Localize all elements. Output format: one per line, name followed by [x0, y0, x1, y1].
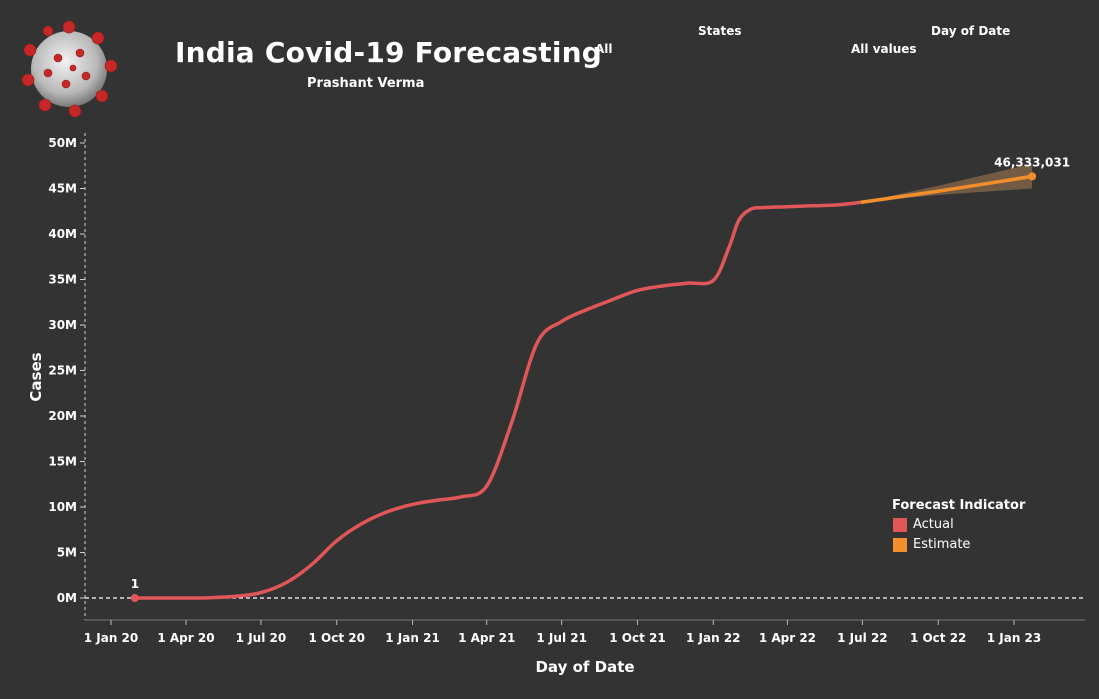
legend-swatch-estimate	[893, 537, 907, 552]
date-filter-dropdown[interactable]: All values	[851, 42, 917, 56]
y-tick-label: 50M	[48, 136, 77, 150]
page-title: India Covid-19 Forecasting	[175, 36, 602, 69]
legend-item-estimate[interactable]: Estimate	[893, 537, 970, 552]
y-tick-label: 30M	[48, 318, 77, 332]
x-tick-label: 1 Jan 20	[84, 631, 139, 645]
annotation-point[interactable]	[130, 594, 139, 602]
x-tick-label: 1 Jul 22	[837, 631, 888, 645]
coronavirus-logo-icon	[21, 20, 118, 118]
y-tick-label: 10M	[48, 500, 77, 514]
x-tick-label: 1 Oct 22	[910, 631, 966, 645]
y-tick-label: 15M	[48, 455, 77, 469]
legend-swatch-actual	[893, 517, 907, 532]
legend-title: Forecast Indicator	[892, 498, 1026, 513]
estimate-series-line	[860, 174, 1034, 204]
y-tick-label: 35M	[48, 273, 77, 287]
y-tick-label: 20M	[48, 409, 77, 423]
states-filter-dropdown[interactable]: All	[595, 42, 613, 56]
y-tick-label: 45M	[48, 182, 77, 196]
y-tick-label: 25M	[48, 364, 77, 378]
x-tick-label: 1 Oct 20	[309, 631, 365, 645]
x-tick-label: 1 Jan 22	[686, 631, 741, 645]
actual-series-line	[133, 200, 865, 600]
x-tick-label: 1 Apr 21	[458, 631, 515, 645]
y-tick-label: 40M	[48, 227, 77, 241]
legend-item-actual[interactable]: Actual	[893, 517, 954, 532]
x-tick-label: 1 Apr 22	[759, 631, 816, 645]
y-tick-label: 0M	[57, 591, 77, 605]
annotation-label: 46,333,031	[994, 155, 1070, 169]
author-subtitle: Prashant Verma	[307, 76, 425, 91]
x-tick-label: 1 Apr 20	[157, 631, 214, 645]
x-tick-label: 1 Jul 21	[536, 631, 587, 645]
legend-label-actual: Actual	[913, 517, 954, 532]
estimate-confidence-band	[862, 163, 1033, 203]
x-axis-title: Day of Date	[535, 658, 634, 676]
x-tick-label: 1 Jan 21	[385, 631, 440, 645]
annotation-label: 1	[131, 577, 139, 591]
x-tick-label: 1 Jul 20	[236, 631, 287, 645]
x-tick-label: 1 Oct 21	[609, 631, 665, 645]
x-tick-label: 1 Jan 23	[987, 631, 1042, 645]
date-filter-label: Day of Date	[931, 24, 1011, 38]
legend-label-estimate: Estimate	[913, 537, 971, 552]
y-tick-label: 5M	[57, 546, 77, 560]
annotation-point[interactable]	[1028, 172, 1037, 181]
states-filter-label: States	[698, 24, 742, 38]
y-axis-title: Cases	[27, 352, 45, 401]
